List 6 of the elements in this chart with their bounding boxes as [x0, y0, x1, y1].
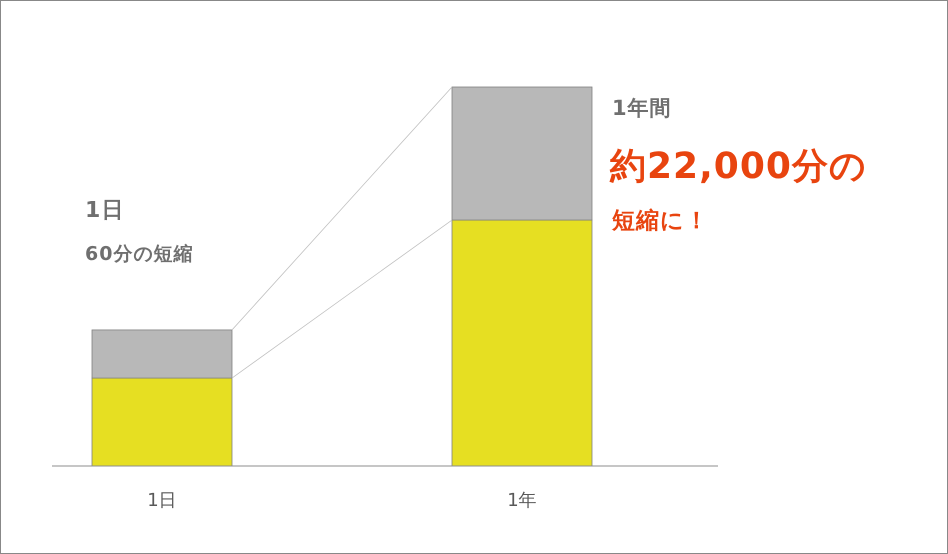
x-tick-label: 1年 — [507, 490, 537, 511]
annotation: 1年間 — [612, 96, 672, 120]
annotation: 1日 — [85, 198, 124, 223]
annotation: 60分の短縮 — [85, 243, 194, 265]
annotation: 約22,000分の — [609, 146, 867, 187]
annotation: 短縮に！ — [611, 208, 709, 234]
